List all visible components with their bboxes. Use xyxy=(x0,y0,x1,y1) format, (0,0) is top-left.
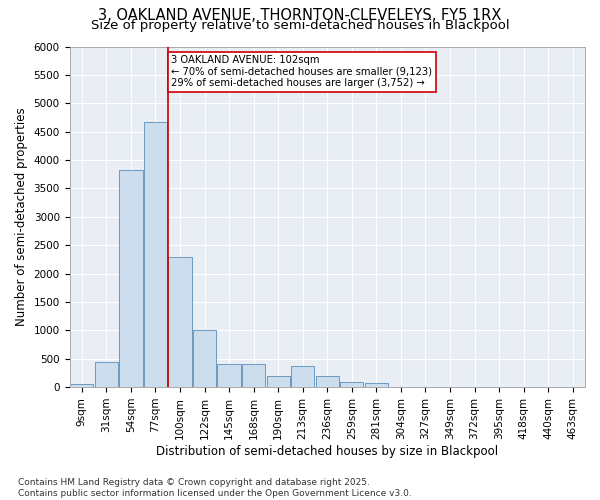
Bar xyxy=(169,256,191,387)
Bar xyxy=(340,382,364,387)
Y-axis label: Number of semi-detached properties: Number of semi-detached properties xyxy=(15,108,28,326)
Text: Size of property relative to semi-detached houses in Blackpool: Size of property relative to semi-detach… xyxy=(91,18,509,32)
Bar xyxy=(217,364,241,387)
Bar xyxy=(242,364,265,387)
Bar xyxy=(193,330,216,387)
Bar xyxy=(144,122,167,387)
Text: 3 OAKLAND AVENUE: 102sqm
← 70% of semi-detached houses are smaller (9,123)
29% o: 3 OAKLAND AVENUE: 102sqm ← 70% of semi-d… xyxy=(172,55,433,88)
Bar xyxy=(266,376,290,387)
Bar xyxy=(365,383,388,387)
Bar xyxy=(70,384,94,387)
Bar xyxy=(291,366,314,387)
Text: 3, OAKLAND AVENUE, THORNTON-CLEVELEYS, FY5 1RX: 3, OAKLAND AVENUE, THORNTON-CLEVELEYS, F… xyxy=(98,8,502,22)
X-axis label: Distribution of semi-detached houses by size in Blackpool: Distribution of semi-detached houses by … xyxy=(156,444,499,458)
Text: Contains HM Land Registry data © Crown copyright and database right 2025.
Contai: Contains HM Land Registry data © Crown c… xyxy=(18,478,412,498)
Bar xyxy=(316,376,339,387)
Bar xyxy=(95,362,118,387)
Bar xyxy=(119,170,143,387)
